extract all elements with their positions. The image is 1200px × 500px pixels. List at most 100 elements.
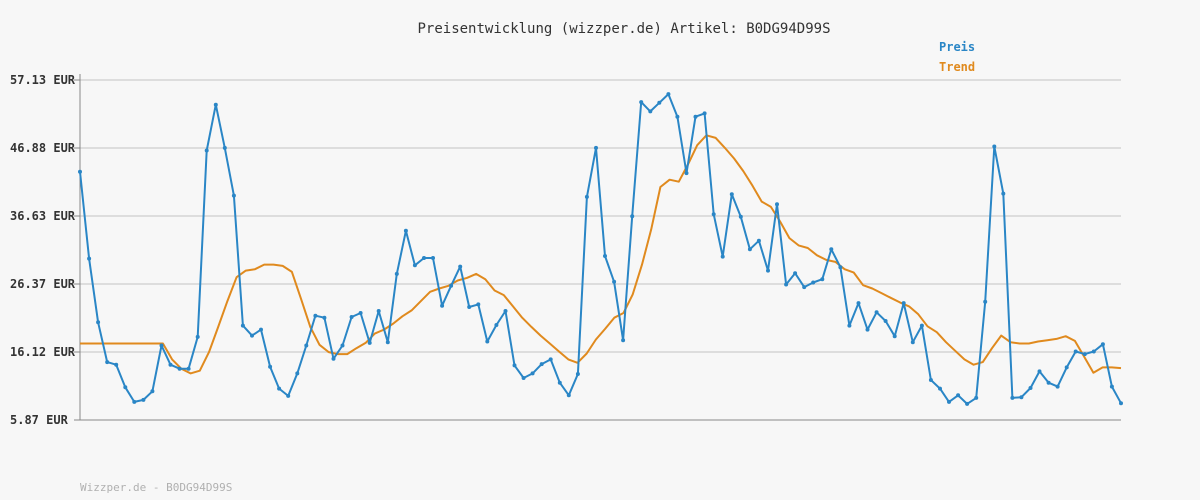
- preis-point: [394, 271, 399, 276]
- grid-lines: [80, 79, 1121, 353]
- preis-point: [1037, 369, 1042, 374]
- preis-point: [240, 323, 245, 328]
- y-tick-label: 46.88 EUR: [10, 141, 76, 155]
- preis-point: [1028, 386, 1033, 390]
- preis-point: [874, 310, 879, 315]
- preis-point: [123, 385, 128, 390]
- preis-point: [1119, 401, 1123, 406]
- preis-point: [892, 334, 897, 339]
- preis-point: [449, 283, 454, 288]
- legend-entry-trend: Trend: [939, 60, 975, 74]
- preis-point: [440, 303, 445, 308]
- preis-point: [548, 357, 553, 362]
- y-tick-label: 36.63 EUR: [10, 209, 76, 223]
- preis-point: [666, 92, 671, 97]
- preis-point: [431, 256, 435, 260]
- preis-point: [838, 265, 843, 270]
- preis-point: [539, 362, 544, 367]
- preis-point: [928, 378, 933, 382]
- preis-point: [729, 192, 734, 197]
- preis-point: [702, 111, 707, 116]
- preis-point: [476, 302, 481, 307]
- preis-point: [938, 386, 942, 391]
- y-tick-label: 26.37 EUR: [10, 277, 76, 291]
- preis-point: [1109, 384, 1114, 389]
- preis-point: [612, 279, 617, 284]
- preis-point: [403, 228, 408, 233]
- preis-point: [141, 397, 146, 402]
- preis-point: [919, 323, 924, 328]
- preis-point: [648, 109, 653, 114]
- preis-point: [603, 254, 607, 258]
- preis-point: [1001, 191, 1006, 196]
- preis-point: [1019, 395, 1024, 400]
- preis-point: [657, 100, 662, 105]
- preis-point: [883, 319, 888, 323]
- preis-point: [983, 299, 988, 304]
- legend: Preis Trend: [939, 40, 975, 74]
- y-tick-label: 16.12 EUR: [10, 345, 76, 359]
- preis-point: [422, 256, 426, 260]
- preis-point: [775, 202, 779, 207]
- preis-point: [675, 114, 680, 119]
- preis-point: [458, 264, 463, 269]
- preis-point: [621, 338, 626, 343]
- preis-point: [286, 393, 291, 398]
- chart-title: Preisentwicklung (wizzper.de) Artikel: B…: [417, 21, 830, 37]
- preis-point: [340, 343, 345, 348]
- preis-series-line: [79, 93, 1122, 405]
- preis-point: [901, 301, 906, 306]
- preis-point: [865, 327, 870, 332]
- preis-point: [376, 309, 381, 313]
- preis-point: [965, 401, 970, 406]
- preis-point: [738, 214, 743, 219]
- preis-point: [467, 305, 472, 309]
- series-layer: [78, 92, 1123, 406]
- preis-point: [1055, 384, 1060, 389]
- preis-point: [594, 145, 598, 150]
- preis-point: [1010, 395, 1015, 400]
- preis-point: [766, 268, 770, 273]
- preis-point: [213, 102, 218, 107]
- preis-point: [503, 309, 508, 313]
- preis-point: [132, 399, 137, 404]
- preis-point: [1082, 352, 1087, 357]
- preis-point: [575, 372, 580, 376]
- preis-point: [114, 362, 119, 367]
- preis-point: [231, 193, 236, 198]
- preis-point: [847, 323, 852, 328]
- preis-point: [512, 363, 517, 368]
- preis-point: [177, 366, 182, 371]
- preis-point: [521, 376, 526, 380]
- preis-point: [367, 340, 372, 345]
- preis-point: [78, 169, 82, 174]
- preis-point: [494, 323, 499, 327]
- preis-point: [349, 315, 354, 319]
- trend-series-line: [80, 134, 1122, 375]
- preis-point: [947, 399, 951, 404]
- preis-point: [820, 277, 825, 282]
- preis-point: [322, 315, 327, 320]
- preis-point: [186, 366, 191, 371]
- preis-point: [304, 343, 309, 348]
- preis-point: [566, 393, 571, 398]
- preis-point: [1046, 380, 1051, 385]
- preis-point: [250, 333, 254, 338]
- preis-point: [412, 263, 417, 268]
- preis-point: [829, 247, 834, 252]
- preis-point: [331, 356, 336, 361]
- preis-point: [159, 343, 164, 348]
- preis-point: [87, 256, 92, 261]
- preis-point: [684, 171, 689, 176]
- preis-point: [811, 280, 816, 285]
- preis-point: [639, 100, 644, 105]
- preis-point: [802, 285, 807, 290]
- preis-point: [530, 371, 535, 376]
- preis-point: [1073, 349, 1078, 354]
- preis-point: [584, 194, 589, 199]
- preis-point: [856, 301, 861, 306]
- preis-point: [557, 380, 562, 385]
- preis-point: [105, 360, 110, 365]
- preis-point: [268, 364, 273, 369]
